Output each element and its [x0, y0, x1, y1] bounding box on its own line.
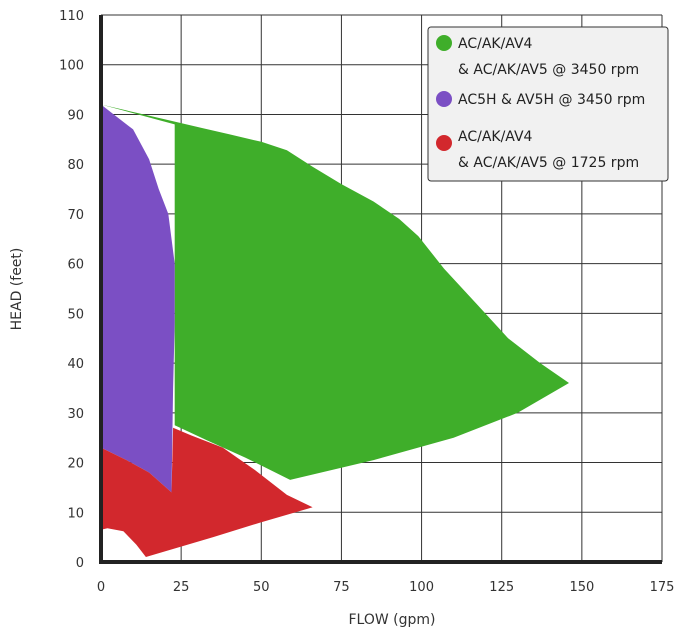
series-area-1 — [101, 104, 569, 480]
y-axis-title: HEAD (feet) — [9, 248, 25, 331]
y-tick-label: 110 — [59, 9, 84, 24]
x-tick-label: 150 — [569, 580, 594, 595]
legend-marker-1 — [436, 35, 452, 51]
x-tick-label: 0 — [97, 580, 105, 595]
y-tick-label: 100 — [59, 59, 84, 74]
y-tick-label: 40 — [67, 357, 84, 372]
y-tick-label: 70 — [67, 208, 84, 223]
y-tick-label: 0 — [76, 556, 84, 571]
performance-areas — [101, 104, 569, 557]
y-tick-label: 80 — [67, 158, 84, 173]
legend-label-3: AC/AK/AV4 — [458, 129, 533, 145]
tick-labels: 0 10 20 30 40 50 60 70 80 90 100 110 0 25 50 75 100 125 15… — [59, 9, 674, 595]
x-tick-label: 125 — [489, 580, 514, 595]
x-tick-label: 25 — [173, 580, 190, 595]
y-tick-label: 20 — [67, 457, 84, 472]
x-tick-label: 100 — [409, 580, 434, 595]
x-tick-label: 75 — [333, 580, 350, 595]
legend-label-2: AC5H & AV5H @ 3450 rpm — [458, 92, 645, 108]
x-axis-title: FLOW (gpm) — [348, 612, 435, 628]
y-tick-label: 90 — [67, 108, 84, 123]
y-tick-label: 50 — [67, 307, 84, 322]
series-area-2 — [101, 104, 175, 493]
legend-label-1: AC/AK/AV4 — [458, 36, 533, 52]
legend-marker-3 — [436, 135, 452, 151]
legend-marker-2 — [436, 91, 452, 107]
legend: AC/AK/AV4 & AC/AK/AV5 @ 3450 rpm AC5H & AV… — [427, 26, 669, 182]
y-tick-label: 60 — [67, 258, 84, 273]
axes — [99, 15, 662, 564]
legend-label-1: & AC/AK/AV5 @ 3450 rpm — [458, 62, 639, 78]
y-tick-label: 10 — [67, 506, 84, 521]
series-area-3 — [101, 427, 313, 557]
x-tick-label: 50 — [253, 580, 270, 595]
y-tick-label: 30 — [67, 407, 84, 422]
legend-box — [427, 26, 669, 182]
legend-label-3: & AC/AK/AV5 @ 1725 rpm — [458, 155, 639, 171]
x-tick-label: 175 — [650, 580, 675, 595]
